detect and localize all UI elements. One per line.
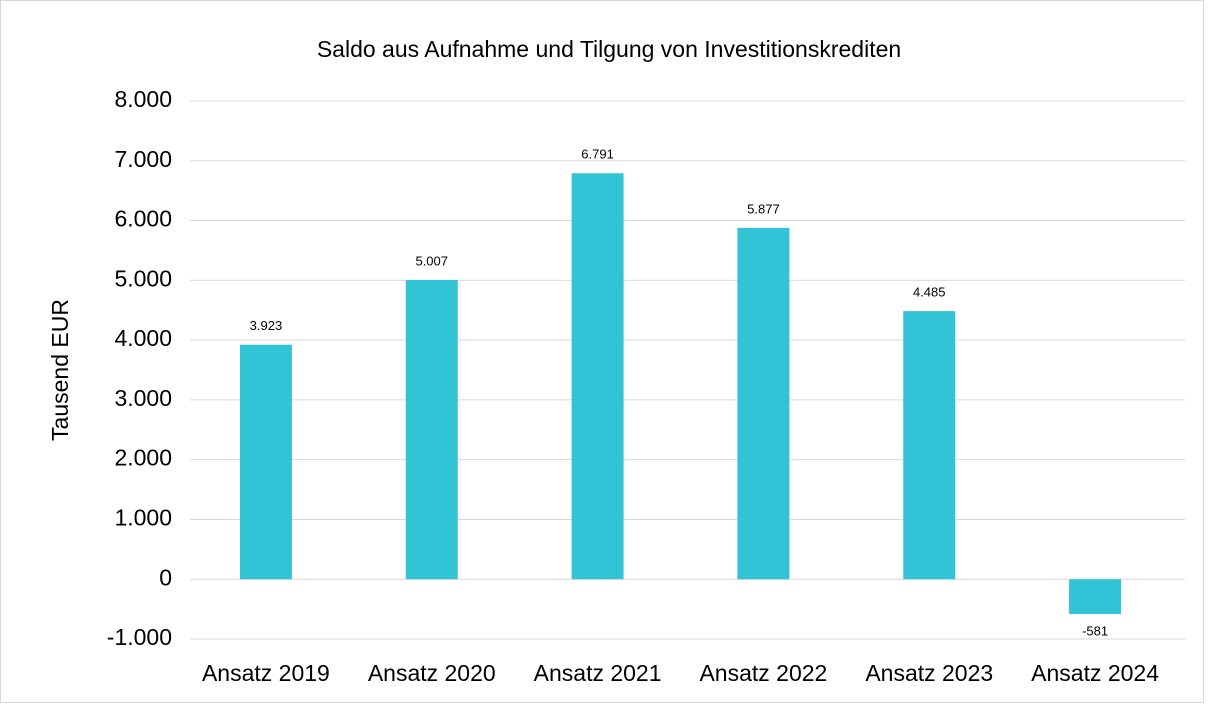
bar <box>903 311 956 580</box>
data-label: 5.007 <box>415 253 448 268</box>
x-tick-label: Ansatz 2024 <box>1031 660 1159 686</box>
y-tick-label: 0 <box>159 564 172 590</box>
bar <box>571 173 624 580</box>
x-tick-label: Ansatz 2021 <box>534 660 662 686</box>
y-tick-label: 1.000 <box>114 505 172 531</box>
x-tick-label: Ansatz 2019 <box>202 660 330 686</box>
y-tick-label: 4.000 <box>114 325 172 351</box>
data-label: -581 <box>1082 623 1108 638</box>
data-label: 6.791 <box>581 147 614 162</box>
bar <box>1069 579 1122 614</box>
y-tick-label: 7.000 <box>114 146 172 172</box>
y-tick-label: 5.000 <box>114 265 172 291</box>
data-label: 5.877 <box>747 201 780 216</box>
bar <box>737 227 790 580</box>
data-label: 3.923 <box>250 318 283 333</box>
bar <box>239 344 292 580</box>
y-tick-label: 8.000 <box>114 86 172 112</box>
bar <box>405 279 458 580</box>
y-tick-label: -1.000 <box>107 624 172 650</box>
y-tick-label: 3.000 <box>114 385 172 411</box>
x-tick-label: Ansatz 2022 <box>699 660 827 686</box>
y-tick-label: 6.000 <box>114 206 172 232</box>
x-tick-label: Ansatz 2023 <box>865 660 993 686</box>
y-tick-label: 2.000 <box>114 445 172 471</box>
y-axis-label: Tausend EUR <box>47 299 73 441</box>
x-tick-label: Ansatz 2020 <box>368 660 496 686</box>
chart-title: Saldo aus Aufnahme und Tilgung von Inves… <box>317 36 901 62</box>
data-label: 4.485 <box>913 285 946 300</box>
